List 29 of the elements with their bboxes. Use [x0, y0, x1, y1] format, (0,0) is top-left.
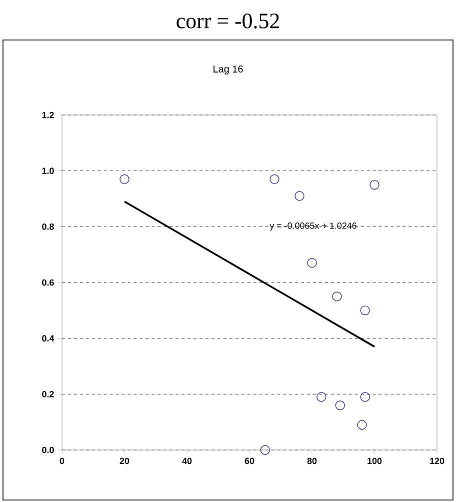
point [120, 174, 130, 184]
point [307, 258, 317, 268]
point [294, 191, 304, 201]
x-tick-label: 100 [368, 458, 382, 464]
x-tick-label: 80 [307, 458, 317, 464]
x-tick-label: 0 [60, 458, 64, 464]
y-tick-label: 1.0 [42, 168, 54, 174]
point [370, 180, 380, 190]
y-tick-label: 1.2 [42, 112, 54, 118]
point [360, 306, 370, 316]
point [335, 400, 345, 410]
x-tick-label: 40 [182, 458, 192, 464]
point [357, 420, 367, 430]
y-tick-label: 0.8 [42, 223, 54, 230]
point [360, 392, 370, 402]
point [332, 292, 342, 302]
point [316, 392, 326, 402]
chart-title: corr = -0.52 [176, 14, 279, 28]
x-tick-label: 60 [244, 458, 254, 464]
y-tick-label: 0.6 [42, 279, 54, 286]
annotation: y = -0.0065x + 1.0246 [270, 222, 356, 231]
x-tick-label: 120 [430, 458, 444, 464]
point [260, 445, 270, 455]
y-tick-label: 0.0 [42, 446, 54, 454]
chart-subtitle: Lag 16 [214, 65, 243, 75]
y-tick-label: 0.4 [42, 335, 54, 342]
y-tick-label: 0.2 [42, 390, 54, 398]
x-tick-label: 20 [120, 458, 130, 464]
point [270, 174, 280, 184]
